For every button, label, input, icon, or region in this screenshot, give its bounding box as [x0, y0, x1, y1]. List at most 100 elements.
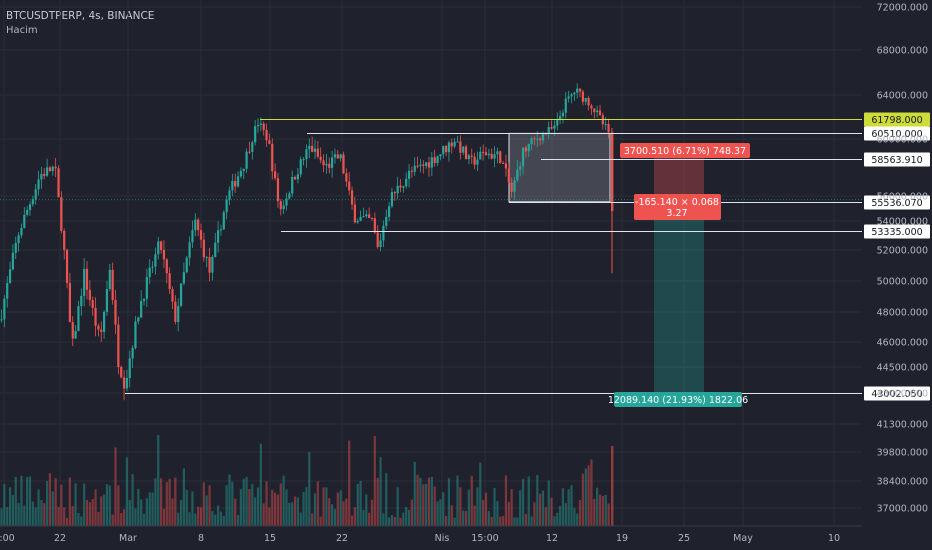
candle-body — [530, 138, 533, 145]
candle-body — [359, 217, 362, 221]
volume-bar — [593, 499, 596, 526]
candle-body — [31, 199, 34, 205]
candle-body — [316, 148, 319, 157]
volume-bar — [291, 502, 294, 526]
volume-bar — [319, 516, 322, 526]
volume-bar — [464, 511, 468, 526]
candle-body — [464, 146, 468, 160]
candle-body — [419, 164, 422, 166]
volume-bar — [499, 516, 502, 526]
volume-bar — [322, 487, 325, 526]
candle-body — [288, 193, 291, 199]
candle-body — [336, 154, 339, 159]
volume-bar — [211, 511, 214, 526]
volume-bar — [142, 513, 146, 526]
candle-body — [262, 123, 265, 131]
volume-bar — [519, 490, 522, 526]
y-tick-label: 48000.000 — [877, 308, 928, 319]
volume-bar — [168, 478, 171, 526]
volume-bar — [559, 506, 562, 526]
stop-label: 3700.510 (6.71%) 748.37 — [624, 146, 746, 157]
volume-bar — [331, 504, 334, 526]
volume-bar — [507, 501, 510, 526]
volume-bar — [128, 500, 131, 526]
candle-body — [467, 155, 470, 160]
target-label: 12089.140 (21.93%) 1822.06 — [608, 395, 748, 406]
volume-bar — [259, 443, 262, 526]
candle-body — [291, 177, 294, 194]
y-tick-label: 54000.000 — [877, 217, 928, 228]
volume-bar — [581, 473, 584, 526]
candle-body — [450, 142, 453, 147]
volume-bar — [202, 482, 205, 526]
volume-bar — [399, 517, 402, 526]
volume-bar — [182, 468, 185, 526]
volume-bar — [570, 485, 573, 526]
level-price-tag — [864, 152, 930, 167]
volume-bar — [111, 514, 114, 526]
volume-bar — [447, 478, 451, 526]
candle-body — [26, 210, 29, 215]
volume-bar — [547, 480, 550, 526]
candle-body — [499, 151, 502, 163]
candle-body — [413, 165, 416, 172]
volume-bar — [0, 508, 3, 526]
candle-body — [325, 163, 328, 166]
volume-bar — [402, 512, 405, 526]
volume-bar — [197, 506, 200, 526]
volume-bar — [157, 434, 160, 526]
volume-bar — [74, 483, 77, 526]
volume-bar — [83, 483, 86, 526]
candle-body — [145, 277, 148, 299]
candle-body — [385, 216, 388, 226]
candle-body — [427, 162, 431, 168]
volume-bar — [271, 489, 274, 526]
volume-bar — [48, 473, 52, 526]
y-tick-label: 60000.000 — [877, 135, 928, 146]
volume-bar — [88, 502, 91, 526]
candle-body — [345, 173, 348, 182]
y-tick-label: 56000.000 — [877, 192, 928, 203]
volume-indicator-label: Hacim — [6, 25, 38, 36]
level-price-tag — [864, 126, 930, 141]
candle-body — [342, 154, 345, 174]
volume-bar — [502, 516, 505, 526]
y-tick-label: 52000.000 — [877, 246, 928, 257]
candle-body — [296, 174, 299, 180]
x-tick-label: 9:00 — [0, 533, 15, 544]
volume-bar — [342, 501, 345, 526]
candle-body — [111, 269, 114, 300]
candle-body — [388, 206, 391, 217]
y-tick-label: 68000.000 — [877, 46, 928, 57]
y-tick-label: 38400.000 — [877, 477, 928, 488]
volume-bar — [325, 487, 328, 526]
volume-bar — [550, 497, 553, 526]
chart-title: BTCUSDTPERP, 4s, BINANCE — [6, 10, 155, 22]
volume-bar — [407, 509, 411, 526]
position-zones — [508, 132, 704, 393]
volume-bar — [279, 483, 282, 526]
volume-bar — [305, 487, 308, 526]
candle-body — [131, 348, 134, 359]
volume-bar — [160, 478, 163, 526]
volume-bar — [416, 474, 419, 526]
volume-bar — [567, 489, 570, 526]
volume-bar — [276, 494, 280, 526]
candle-body — [28, 204, 32, 211]
candle-body — [171, 289, 174, 302]
level-price-text: 43002.050 — [871, 389, 922, 400]
volume-bar — [370, 499, 374, 526]
candle-body — [179, 283, 183, 306]
y-tick-label: 50000.000 — [877, 277, 928, 288]
volume-bar — [487, 511, 490, 526]
candle-body — [365, 214, 368, 217]
volume-bar — [191, 491, 194, 526]
position-labels: 3700.510 (6.71%) 748.37 -165.140 × 0.0683… — [608, 143, 750, 407]
candle-body — [490, 153, 493, 159]
candle-body — [493, 154, 496, 159]
candle-body — [559, 116, 562, 119]
candle-body — [211, 256, 214, 273]
candles — [0, 83, 614, 401]
volume-bar — [26, 477, 29, 526]
